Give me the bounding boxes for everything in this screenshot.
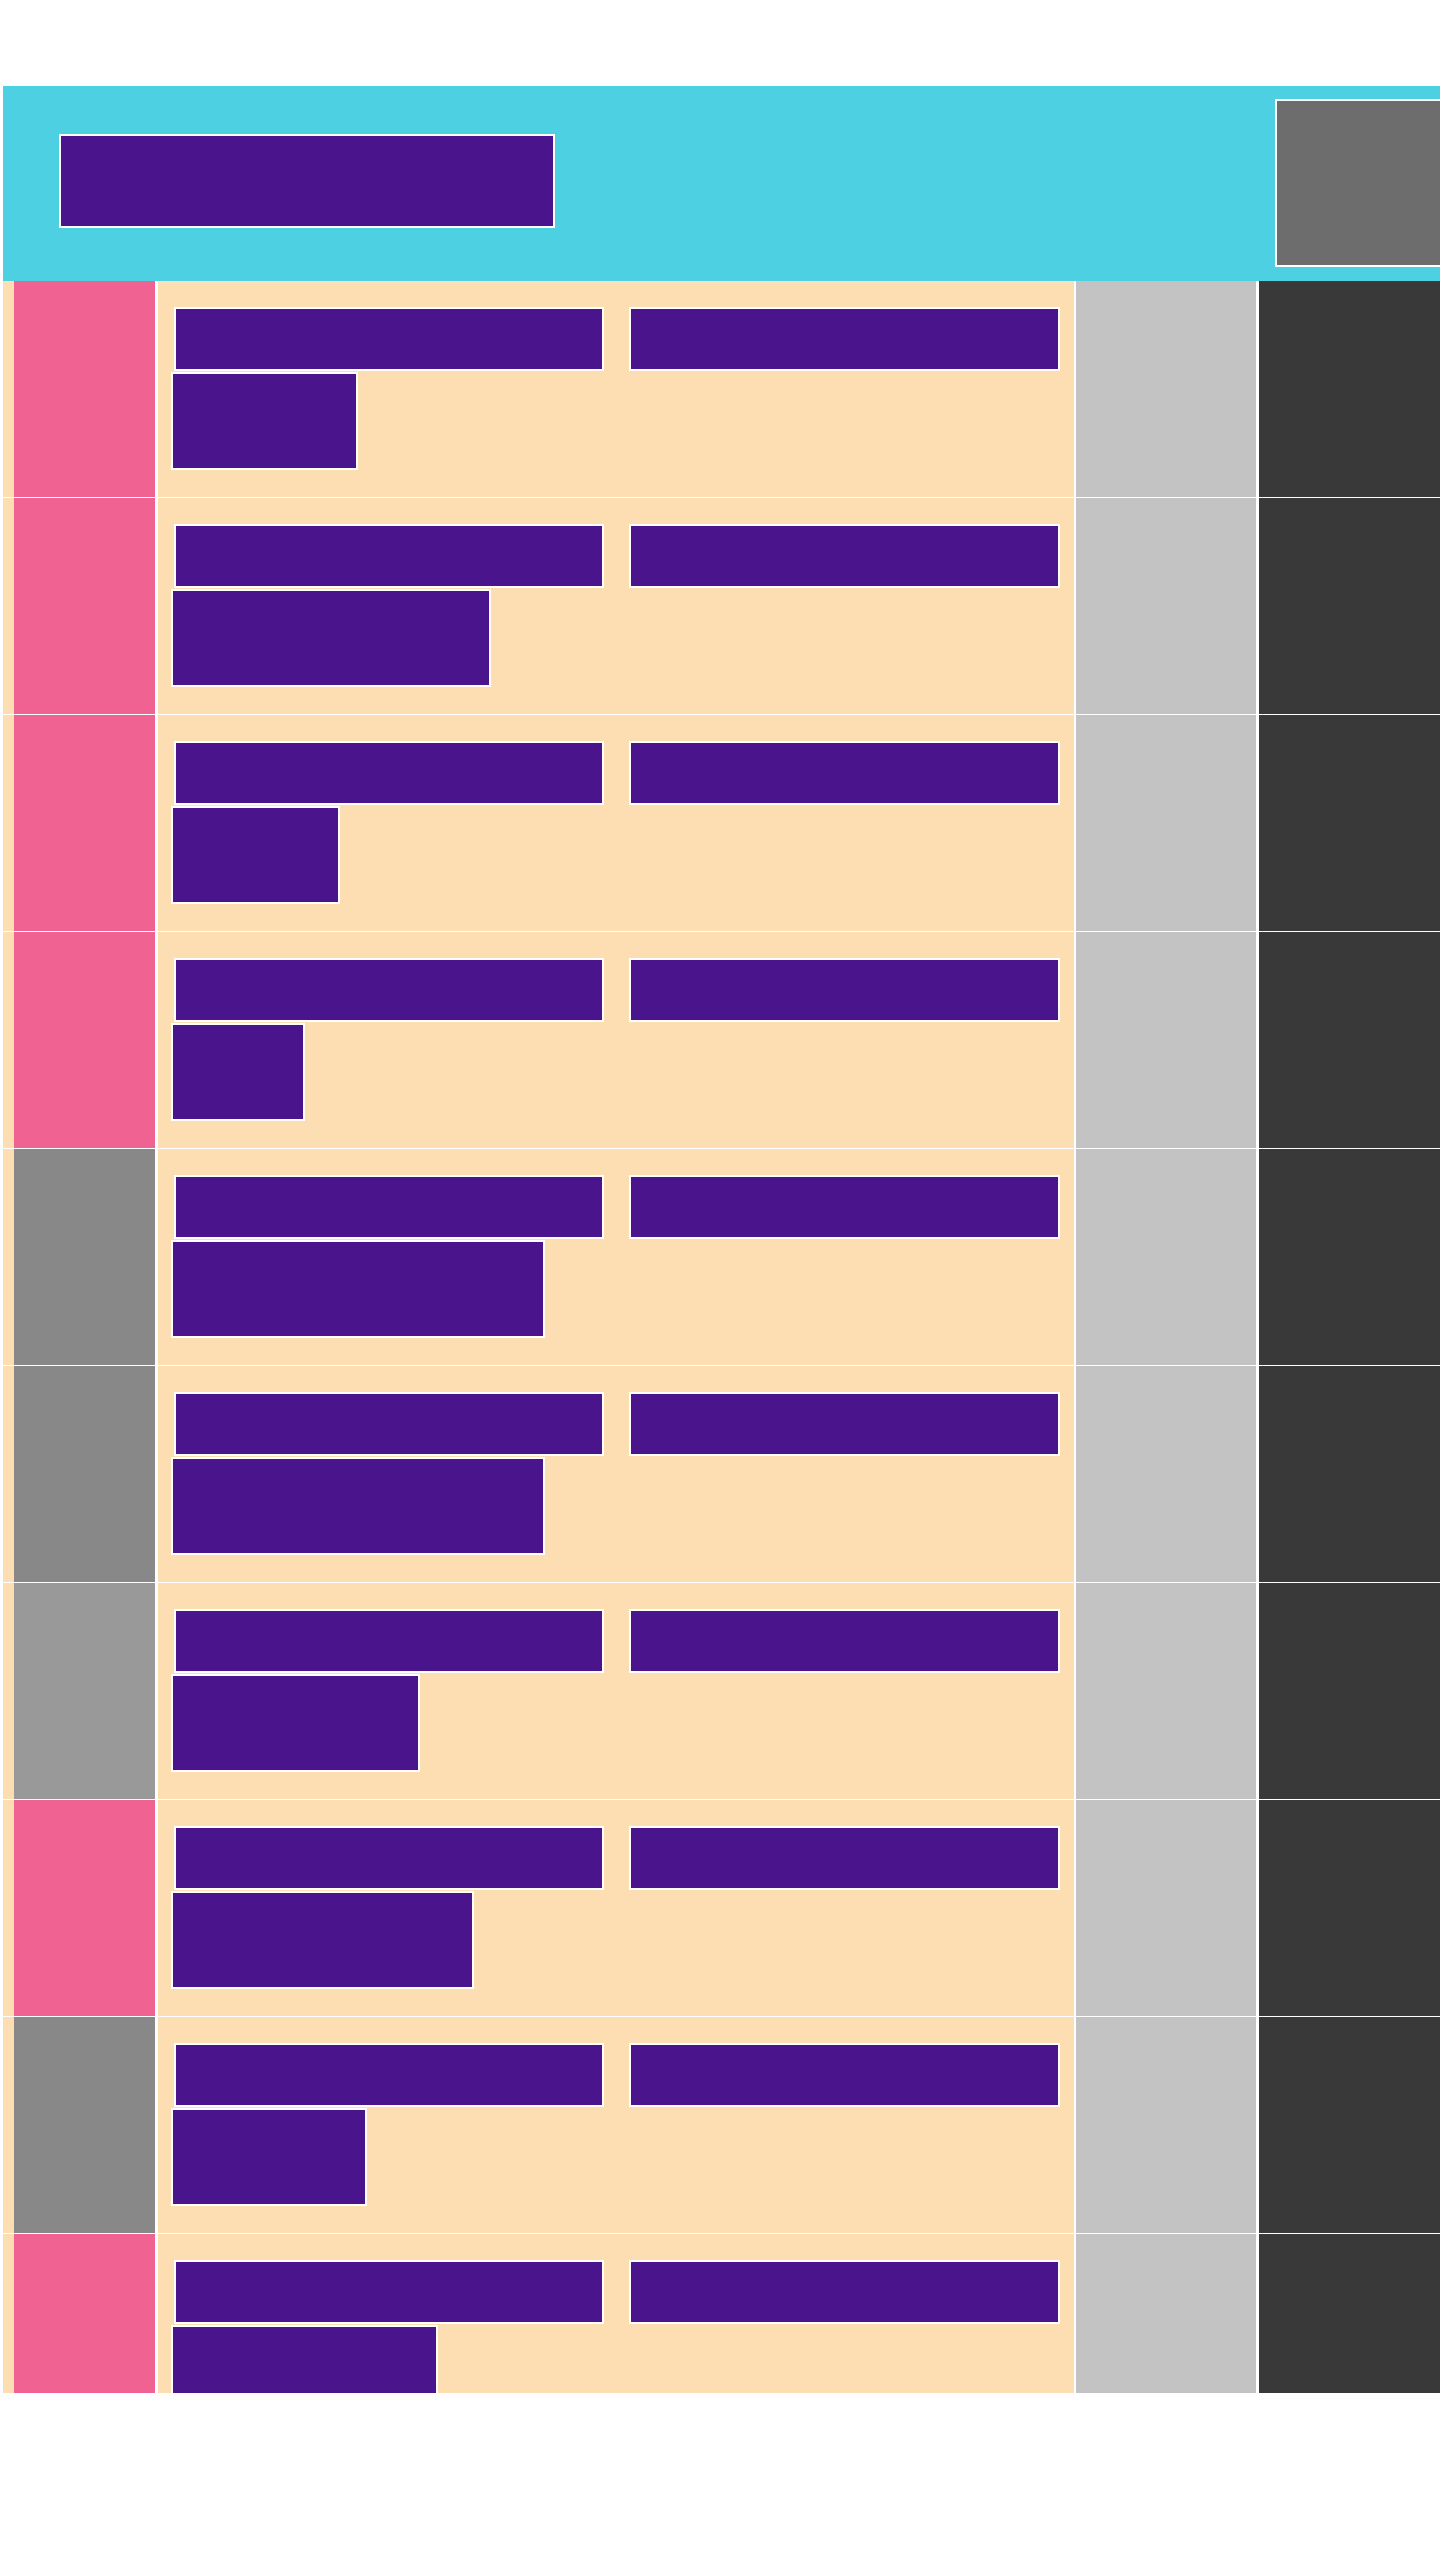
row-edge [3, 1800, 14, 2016]
primary-text [174, 741, 604, 805]
row-action-button[interactable] [1259, 498, 1440, 714]
detail-text [171, 1457, 545, 1555]
row-content [158, 1800, 1074, 2016]
list-item[interactable] [3, 715, 1440, 931]
secondary-text [629, 1826, 1060, 1890]
row-action-button[interactable] [1259, 1366, 1440, 1582]
secondary-text [629, 2043, 1060, 2107]
list-item[interactable] [3, 1800, 1440, 2016]
status-indicator [14, 1366, 155, 1582]
row-action-button[interactable] [1259, 715, 1440, 931]
page-title [59, 134, 555, 228]
row-content [158, 932, 1074, 1148]
detail-text [171, 1674, 420, 1772]
row-action-button[interactable] [1259, 1583, 1440, 1799]
status-indicator [14, 1583, 155, 1799]
status-indicator [14, 932, 155, 1148]
row-action-button[interactable] [1259, 1800, 1440, 2016]
secondary-text [629, 524, 1060, 588]
row-action-button[interactable] [1259, 1149, 1440, 1365]
detail-text [171, 1891, 474, 1989]
status-indicator [14, 498, 155, 714]
list-item[interactable] [3, 1366, 1440, 1582]
detail-text [171, 806, 340, 904]
meta-cell [1076, 1583, 1256, 1799]
app-header [3, 86, 1440, 281]
row-action-button[interactable] [1259, 932, 1440, 1148]
detail-text [171, 1023, 305, 1121]
status-indicator [14, 1149, 155, 1365]
primary-text [174, 524, 604, 588]
row-content [158, 1149, 1074, 1365]
list-item[interactable] [3, 1583, 1440, 1799]
status-indicator [14, 2234, 155, 2393]
list-item[interactable] [3, 2017, 1440, 2233]
list-item[interactable] [3, 2234, 1440, 2393]
row-edge [3, 281, 14, 497]
meta-cell [1076, 2234, 1256, 2393]
row-action-button[interactable] [1259, 2234, 1440, 2393]
row-content [158, 2234, 1074, 2393]
row-content [158, 1583, 1074, 1799]
detail-text [171, 2108, 367, 2206]
row-content [158, 715, 1074, 931]
list-item[interactable] [3, 1149, 1440, 1365]
list-item[interactable] [3, 932, 1440, 1148]
primary-text [174, 307, 604, 371]
secondary-text [629, 958, 1060, 1022]
row-action-button[interactable] [1259, 281, 1440, 497]
row-action-button[interactable] [1259, 2017, 1440, 2233]
row-edge [3, 1366, 14, 1582]
meta-cell [1076, 715, 1256, 931]
status-indicator [14, 281, 155, 497]
meta-cell [1076, 1366, 1256, 1582]
primary-text [174, 2260, 604, 2324]
primary-text [174, 1392, 604, 1456]
list-item[interactable] [3, 498, 1440, 714]
row-edge [3, 498, 14, 714]
row-edge [3, 2234, 14, 2393]
secondary-text [629, 1392, 1060, 1456]
meta-cell [1076, 2017, 1256, 2233]
meta-cell [1076, 281, 1256, 497]
secondary-text [629, 1609, 1060, 1673]
meta-cell [1076, 1149, 1256, 1365]
status-indicator [14, 715, 155, 931]
primary-text [174, 2043, 604, 2107]
row-content [158, 498, 1074, 714]
row-edge [3, 932, 14, 1148]
row-edge [3, 715, 14, 931]
row-content [158, 2017, 1074, 2233]
row-edge [3, 2017, 14, 2233]
meta-cell [1076, 1800, 1256, 2016]
header-action-button[interactable] [1275, 99, 1440, 267]
row-edge [3, 1583, 14, 1799]
detail-text [171, 589, 491, 687]
row-content [158, 1366, 1074, 1582]
detail-text [171, 1240, 545, 1338]
item-list [3, 281, 1440, 2393]
secondary-text [629, 307, 1060, 371]
meta-cell [1076, 498, 1256, 714]
secondary-text [629, 741, 1060, 805]
row-edge [3, 1149, 14, 1365]
status-indicator [14, 1800, 155, 2016]
detail-text [171, 372, 358, 470]
primary-text [174, 958, 604, 1022]
status-indicator [14, 2017, 155, 2233]
primary-text [174, 1826, 604, 1890]
secondary-text [629, 2260, 1060, 2324]
primary-text [174, 1609, 604, 1673]
primary-text [174, 1175, 604, 1239]
row-content [158, 281, 1074, 497]
meta-cell [1076, 932, 1256, 1148]
detail-text [171, 2325, 438, 2393]
list-item[interactable] [3, 281, 1440, 497]
secondary-text [629, 1175, 1060, 1239]
